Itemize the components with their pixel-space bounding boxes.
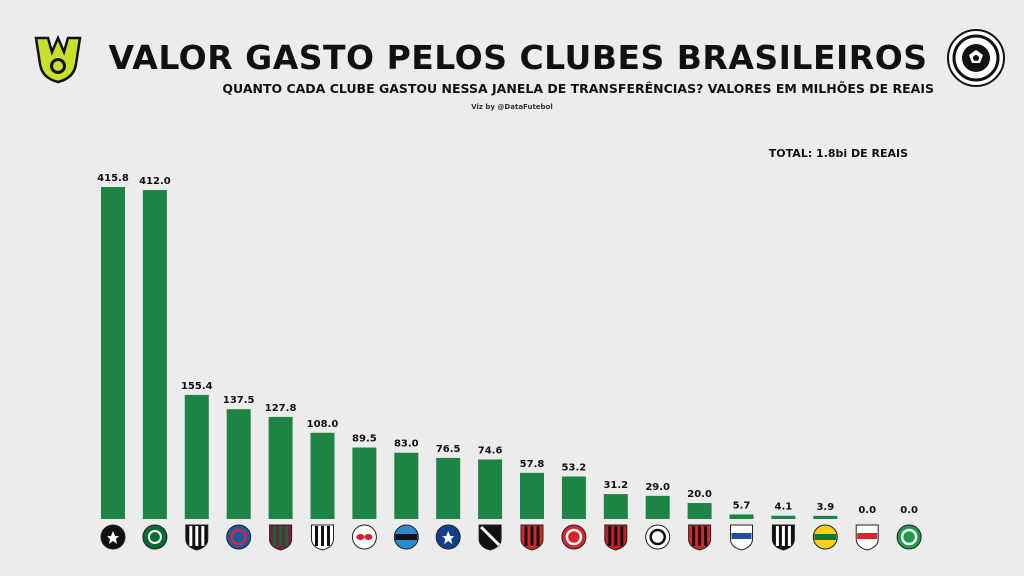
bar (771, 515, 796, 519)
club-crest-icon (688, 524, 712, 551)
value-label: 155.4 (181, 381, 213, 392)
club-crest-icon (351, 524, 377, 550)
bar (226, 409, 251, 519)
club-crest-icon (855, 524, 879, 551)
soccer-ball-icon (947, 29, 1005, 87)
club-crest-icon (269, 524, 293, 551)
bar (142, 190, 167, 519)
chart-title: VALOR GASTO PELOS CLUBES BRASILEIROS (108, 38, 928, 77)
club-crest-icon (771, 524, 795, 551)
value-label: 0.0 (858, 505, 876, 516)
value-label: 4.1 (775, 502, 793, 513)
bar (687, 503, 712, 519)
club-crest-icon (393, 524, 419, 550)
bar (561, 476, 586, 519)
club-crest-icon (100, 524, 126, 550)
credit-text: Viz by @DataFutebol (471, 103, 553, 111)
bar (729, 514, 754, 519)
total-label: TOTAL: 1.8bi DE REAIS (768, 147, 908, 160)
club-crest-icon (226, 524, 252, 550)
value-label: 74.6 (478, 445, 503, 456)
value-label: 127.8 (265, 403, 297, 414)
bar (520, 472, 544, 519)
value-label: 3.9 (816, 502, 834, 513)
club-crest-icon (604, 524, 628, 551)
bar (478, 459, 503, 519)
bar (645, 495, 670, 519)
club-crest-icon (561, 524, 587, 550)
brasileirao-trophy-icon (34, 34, 82, 84)
value-label: 83.0 (394, 439, 419, 450)
value-label: 412.0 (139, 176, 171, 187)
value-label: 415.8 (97, 173, 129, 184)
bar (603, 494, 628, 519)
bar (394, 452, 419, 519)
club-crest-icon (645, 524, 671, 550)
bar (310, 432, 335, 519)
club-crest-icon (435, 524, 461, 550)
club-crest-icon (185, 524, 209, 551)
bar (184, 394, 209, 519)
club-crest-icon (730, 524, 753, 551)
club-crest-icon (896, 524, 922, 550)
value-label: 76.5 (436, 444, 461, 455)
value-label: 57.8 (520, 459, 545, 470)
club-crest-icon (142, 524, 168, 550)
value-label: 89.5 (352, 434, 377, 445)
bar (352, 447, 377, 519)
value-label: 0.0 (900, 505, 918, 516)
value-label: 31.2 (603, 480, 628, 491)
bar (813, 515, 838, 519)
value-label: 53.2 (562, 463, 587, 474)
value-label: 137.5 (223, 395, 255, 406)
value-label: 5.7 (733, 500, 751, 511)
value-label: 108.0 (307, 419, 339, 430)
club-crest-icon (478, 524, 502, 551)
club-crest-icon (520, 524, 544, 551)
bar (268, 416, 293, 519)
bar (436, 457, 461, 519)
value-label: 20.0 (687, 489, 712, 500)
chart-subtitle: QUANTO CADA CLUBE GASTOU NESSA JANELA DE… (222, 81, 934, 96)
bar (101, 187, 125, 519)
value-label: 29.0 (645, 482, 670, 493)
club-crest-icon (812, 524, 838, 550)
club-crest-icon (311, 524, 334, 551)
